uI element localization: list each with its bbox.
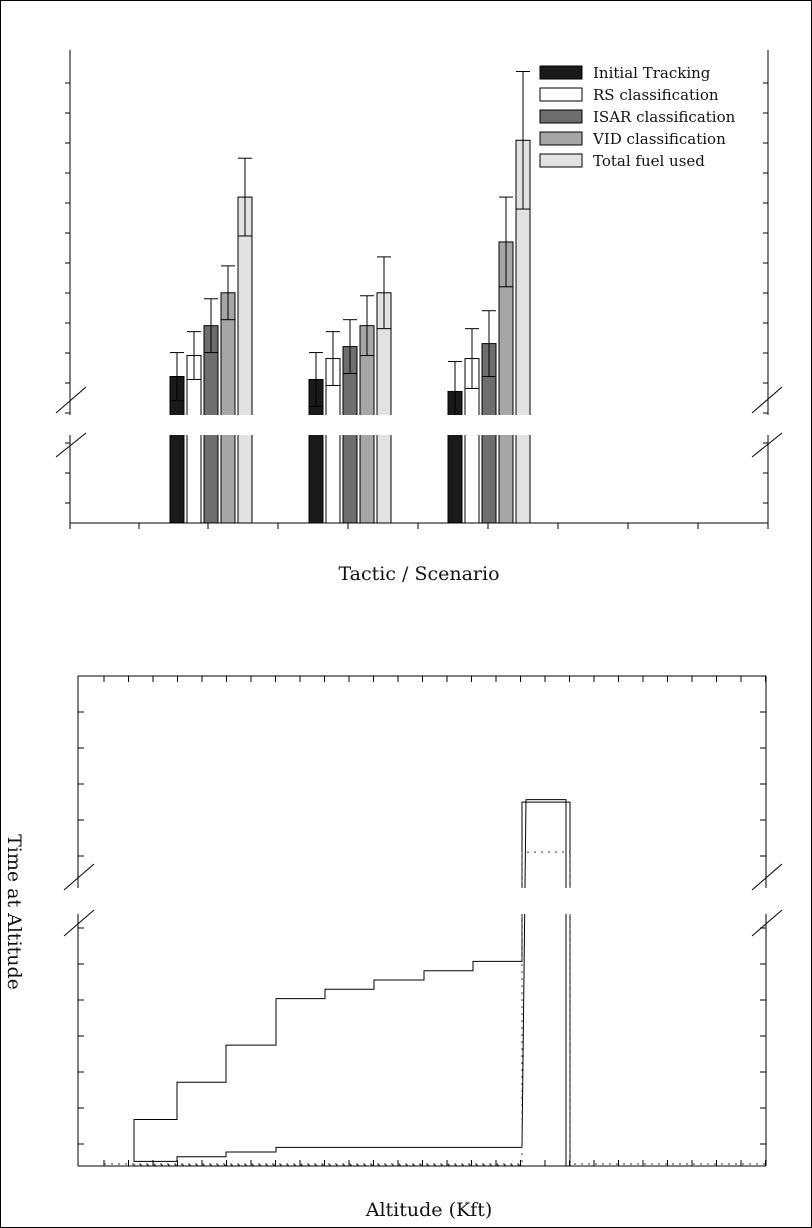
- legend-label: Initial Tracking: [593, 64, 711, 82]
- break-mark-right-bottom: [751, 432, 783, 458]
- legend-label: RS classification: [593, 86, 719, 104]
- legend-swatch: [539, 131, 583, 146]
- legend-swatch: [539, 153, 583, 168]
- legend-swatch: [539, 65, 583, 80]
- break-mark-left-bottom: [63, 909, 95, 937]
- axis-break-gap: [40, 415, 800, 435]
- x-axis-label: Altitude (Kft): [365, 1199, 493, 1221]
- x-axis-label: Tactic / Scenario: [338, 563, 499, 585]
- axis-break-gap: [50, 888, 810, 914]
- break-mark-left-bottom: [55, 432, 87, 458]
- break-mark-left-top: [55, 386, 87, 414]
- bottom-line-chart: Altitude (Kft) Time at Altitude: [3, 675, 810, 1221]
- legend-swatch: [539, 87, 583, 102]
- y-axis-label: Time at Altitude: [3, 834, 25, 990]
- break-mark-right-top: [751, 863, 783, 891]
- bar: [186, 355, 202, 524]
- break-mark-right-top: [751, 386, 783, 414]
- series-line: [133, 799, 567, 1166]
- legend-label: ISAR classification: [593, 108, 736, 126]
- bar: [237, 196, 253, 524]
- bar: [220, 292, 236, 524]
- break-mark-left-top: [63, 863, 95, 891]
- top-bar-chart: Initial Tracking RS classification ISAR cl…: [40, 50, 800, 585]
- break-mark-right-bottom: [751, 909, 783, 937]
- legend-swatch: [539, 109, 583, 124]
- legend-label: Total fuel used: [593, 152, 705, 170]
- series-line: [133, 801, 571, 1166]
- legend-label: VID classification: [592, 130, 726, 148]
